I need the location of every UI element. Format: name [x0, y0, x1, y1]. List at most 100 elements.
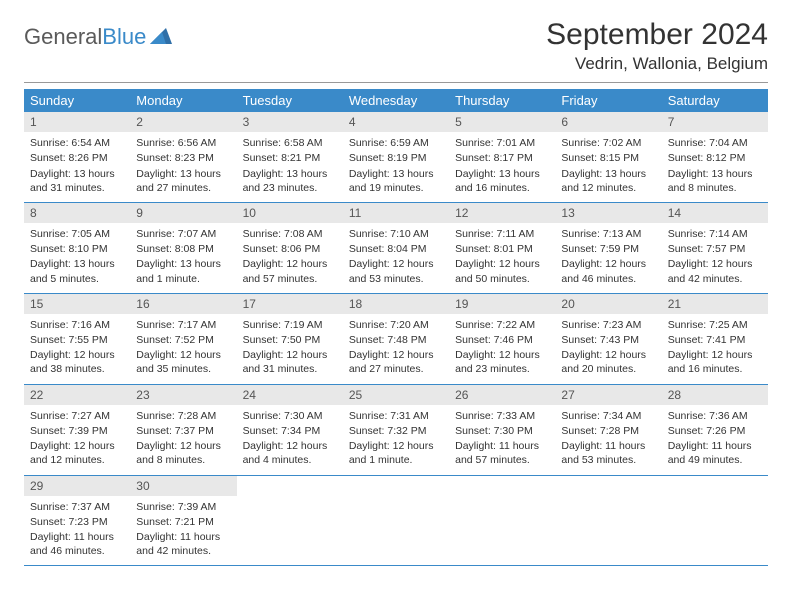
- dow-sunday: Sunday: [24, 89, 130, 112]
- daylight-text: Daylight: 12 hours and 16 minutes.: [668, 348, 762, 376]
- sunset-text: Sunset: 8:06 PM: [243, 242, 337, 256]
- day-body: Sunrise: 7:05 AMSunset: 8:10 PMDaylight:…: [24, 223, 130, 293]
- day-cell: 26Sunrise: 7:33 AMSunset: 7:30 PMDayligh…: [449, 385, 555, 475]
- day-of-week-row: Sunday Monday Tuesday Wednesday Thursday…: [24, 89, 768, 112]
- day-body: Sunrise: 7:27 AMSunset: 7:39 PMDaylight:…: [24, 405, 130, 475]
- sunset-text: Sunset: 7:23 PM: [30, 515, 124, 529]
- daylight-text: Daylight: 13 hours and 27 minutes.: [136, 167, 230, 195]
- sunset-text: Sunset: 7:39 PM: [30, 424, 124, 438]
- daylight-text: Daylight: 12 hours and 8 minutes.: [136, 439, 230, 467]
- sunset-text: Sunset: 7:55 PM: [30, 333, 124, 347]
- sunrise-text: Sunrise: 7:22 AM: [455, 318, 549, 332]
- sunset-text: Sunset: 7:43 PM: [561, 333, 655, 347]
- day-body: Sunrise: 7:17 AMSunset: 7:52 PMDaylight:…: [130, 314, 236, 384]
- daylight-text: Daylight: 13 hours and 12 minutes.: [561, 167, 655, 195]
- day-cell: 1Sunrise: 6:54 AMSunset: 8:26 PMDaylight…: [24, 112, 130, 202]
- sunset-text: Sunset: 7:46 PM: [455, 333, 549, 347]
- day-number: 1: [24, 112, 130, 132]
- day-body: Sunrise: 7:36 AMSunset: 7:26 PMDaylight:…: [662, 405, 768, 475]
- day-cell: 24Sunrise: 7:30 AMSunset: 7:34 PMDayligh…: [237, 385, 343, 475]
- logo: GeneralBlue: [24, 18, 172, 50]
- daylight-text: Daylight: 13 hours and 1 minute.: [136, 257, 230, 285]
- daylight-text: Daylight: 12 hours and 35 minutes.: [136, 348, 230, 376]
- sunrise-text: Sunrise: 7:30 AM: [243, 409, 337, 423]
- dow-saturday: Saturday: [662, 89, 768, 112]
- day-cell: 30Sunrise: 7:39 AMSunset: 7:21 PMDayligh…: [130, 476, 236, 566]
- sunrise-text: Sunrise: 7:11 AM: [455, 227, 549, 241]
- day-body: Sunrise: 7:25 AMSunset: 7:41 PMDaylight:…: [662, 314, 768, 384]
- day-cell: 12Sunrise: 7:11 AMSunset: 8:01 PMDayligh…: [449, 203, 555, 293]
- day-number: 24: [237, 385, 343, 405]
- day-body: Sunrise: 7:23 AMSunset: 7:43 PMDaylight:…: [555, 314, 661, 384]
- header-divider: [24, 82, 768, 83]
- sunrise-text: Sunrise: 7:31 AM: [349, 409, 443, 423]
- day-cell: 2Sunrise: 6:56 AMSunset: 8:23 PMDaylight…: [130, 112, 236, 202]
- weeks-container: 1Sunrise: 6:54 AMSunset: 8:26 PMDaylight…: [24, 112, 768, 566]
- daylight-text: Daylight: 11 hours and 49 minutes.: [668, 439, 762, 467]
- daylight-text: Daylight: 12 hours and 20 minutes.: [561, 348, 655, 376]
- sunset-text: Sunset: 7:30 PM: [455, 424, 549, 438]
- dow-friday: Friday: [555, 89, 661, 112]
- sunset-text: Sunset: 7:37 PM: [136, 424, 230, 438]
- dow-wednesday: Wednesday: [343, 89, 449, 112]
- sunset-text: Sunset: 7:50 PM: [243, 333, 337, 347]
- sunrise-text: Sunrise: 6:56 AM: [136, 136, 230, 150]
- empty-day-cell: [343, 476, 449, 566]
- day-number: 6: [555, 112, 661, 132]
- day-body: Sunrise: 7:02 AMSunset: 8:15 PMDaylight:…: [555, 132, 661, 202]
- day-number: 22: [24, 385, 130, 405]
- day-cell: 5Sunrise: 7:01 AMSunset: 8:17 PMDaylight…: [449, 112, 555, 202]
- empty-day-cell: [237, 476, 343, 566]
- day-cell: 19Sunrise: 7:22 AMSunset: 7:46 PMDayligh…: [449, 294, 555, 384]
- day-cell: 23Sunrise: 7:28 AMSunset: 7:37 PMDayligh…: [130, 385, 236, 475]
- day-number: 17: [237, 294, 343, 314]
- day-body: Sunrise: 7:08 AMSunset: 8:06 PMDaylight:…: [237, 223, 343, 293]
- sunset-text: Sunset: 7:48 PM: [349, 333, 443, 347]
- month-title: September 2024: [546, 18, 768, 52]
- sunrise-text: Sunrise: 7:04 AM: [668, 136, 762, 150]
- day-body: Sunrise: 7:04 AMSunset: 8:12 PMDaylight:…: [662, 132, 768, 202]
- day-cell: 27Sunrise: 7:34 AMSunset: 7:28 PMDayligh…: [555, 385, 661, 475]
- daylight-text: Daylight: 11 hours and 42 minutes.: [136, 530, 230, 558]
- daylight-text: Daylight: 12 hours and 50 minutes.: [455, 257, 549, 285]
- dow-thursday: Thursday: [449, 89, 555, 112]
- day-body: Sunrise: 7:20 AMSunset: 7:48 PMDaylight:…: [343, 314, 449, 384]
- daylight-text: Daylight: 12 hours and 38 minutes.: [30, 348, 124, 376]
- sunrise-text: Sunrise: 7:02 AM: [561, 136, 655, 150]
- day-cell: 20Sunrise: 7:23 AMSunset: 7:43 PMDayligh…: [555, 294, 661, 384]
- day-cell: 4Sunrise: 6:59 AMSunset: 8:19 PMDaylight…: [343, 112, 449, 202]
- day-cell: 11Sunrise: 7:10 AMSunset: 8:04 PMDayligh…: [343, 203, 449, 293]
- day-cell: 6Sunrise: 7:02 AMSunset: 8:15 PMDaylight…: [555, 112, 661, 202]
- day-cell: 17Sunrise: 7:19 AMSunset: 7:50 PMDayligh…: [237, 294, 343, 384]
- day-body: Sunrise: 7:22 AMSunset: 7:46 PMDaylight:…: [449, 314, 555, 384]
- day-body: Sunrise: 7:30 AMSunset: 7:34 PMDaylight:…: [237, 405, 343, 475]
- dow-tuesday: Tuesday: [237, 89, 343, 112]
- daylight-text: Daylight: 12 hours and 57 minutes.: [243, 257, 337, 285]
- sunrise-text: Sunrise: 7:17 AM: [136, 318, 230, 332]
- day-body: Sunrise: 6:54 AMSunset: 8:26 PMDaylight:…: [24, 132, 130, 202]
- sunset-text: Sunset: 8:26 PM: [30, 151, 124, 165]
- sunrise-text: Sunrise: 7:23 AM: [561, 318, 655, 332]
- day-cell: 13Sunrise: 7:13 AMSunset: 7:59 PMDayligh…: [555, 203, 661, 293]
- daylight-text: Daylight: 12 hours and 46 minutes.: [561, 257, 655, 285]
- day-number: 8: [24, 203, 130, 223]
- sunrise-text: Sunrise: 7:39 AM: [136, 500, 230, 514]
- daylight-text: Daylight: 13 hours and 16 minutes.: [455, 167, 549, 195]
- daylight-text: Daylight: 12 hours and 12 minutes.: [30, 439, 124, 467]
- daylight-text: Daylight: 12 hours and 31 minutes.: [243, 348, 337, 376]
- sunrise-text: Sunrise: 6:59 AM: [349, 136, 443, 150]
- day-cell: 25Sunrise: 7:31 AMSunset: 7:32 PMDayligh…: [343, 385, 449, 475]
- day-body: Sunrise: 7:13 AMSunset: 7:59 PMDaylight:…: [555, 223, 661, 293]
- empty-day-cell: [662, 476, 768, 566]
- daylight-text: Daylight: 11 hours and 53 minutes.: [561, 439, 655, 467]
- daylight-text: Daylight: 12 hours and 4 minutes.: [243, 439, 337, 467]
- day-cell: 21Sunrise: 7:25 AMSunset: 7:41 PMDayligh…: [662, 294, 768, 384]
- sunrise-text: Sunrise: 7:37 AM: [30, 500, 124, 514]
- sunset-text: Sunset: 7:28 PM: [561, 424, 655, 438]
- day-number: 4: [343, 112, 449, 132]
- daylight-text: Daylight: 12 hours and 1 minute.: [349, 439, 443, 467]
- day-body: Sunrise: 7:10 AMSunset: 8:04 PMDaylight:…: [343, 223, 449, 293]
- daylight-text: Daylight: 12 hours and 27 minutes.: [349, 348, 443, 376]
- day-cell: 29Sunrise: 7:37 AMSunset: 7:23 PMDayligh…: [24, 476, 130, 566]
- sunset-text: Sunset: 8:23 PM: [136, 151, 230, 165]
